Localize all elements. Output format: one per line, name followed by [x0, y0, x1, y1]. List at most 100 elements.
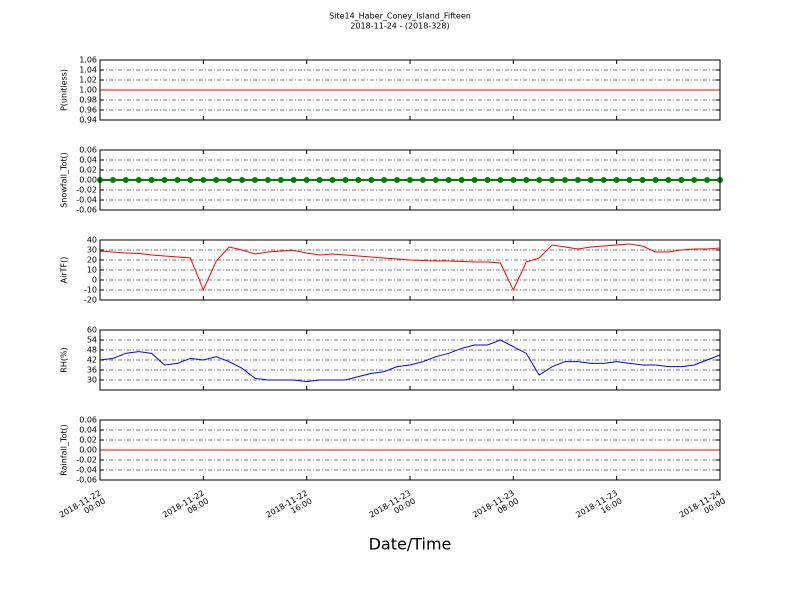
x-tick-label: 2018-11-2200:00	[57, 488, 106, 527]
y-tick-label: 0.06	[79, 416, 97, 425]
data-point	[432, 177, 439, 183]
x-tick-label-group: 2018-11-2316:00	[574, 488, 623, 527]
data-point	[484, 177, 491, 183]
data-point	[549, 177, 556, 183]
data-point	[587, 177, 594, 183]
y-tick-label: 0.02	[79, 166, 97, 175]
y-tick-label: 1.00	[79, 86, 97, 95]
data-point	[407, 177, 413, 183]
x-tick-label-group: 2018-11-2300:00	[367, 488, 416, 527]
plot-frame	[99, 59, 721, 121]
y-tick-label: -0.06	[76, 476, 97, 485]
data-point	[574, 177, 581, 183]
y-tick-label: 42	[87, 356, 97, 365]
data-point	[394, 177, 401, 183]
data-point	[497, 177, 504, 183]
data-point	[303, 177, 310, 183]
x-tick-label-group: 2018-11-2400:00	[677, 488, 726, 527]
data-point	[355, 177, 362, 183]
data-point	[277, 177, 284, 183]
data-point	[161, 177, 168, 183]
x-axis-label: Date/Time	[369, 535, 452, 554]
data-point	[252, 177, 258, 183]
y-tick-label: 0	[92, 276, 97, 285]
y-axis-label: RH(%)	[60, 347, 69, 372]
data-point	[342, 177, 349, 183]
y-tick-label: 10	[87, 266, 97, 275]
y-tick-label: 0.98	[79, 96, 97, 105]
plot-frame	[99, 329, 721, 391]
data-point	[613, 177, 620, 183]
y-tick-label: 54	[87, 336, 97, 345]
y-tick-label: 48	[87, 346, 97, 355]
y-axis-label: P(unitless)	[60, 69, 69, 111]
figure-title: Site14_Haber_Coney_Island_Fifteen	[329, 12, 471, 21]
data-point	[174, 177, 181, 183]
x-tick-label: 2018-11-2316:00	[574, 488, 623, 527]
y-tick-label: -0.06	[76, 206, 97, 215]
y-tick-label: 0.00	[79, 176, 97, 185]
x-tick-label-group: 2018-11-2308:00	[471, 488, 520, 527]
plot-frame	[99, 419, 721, 481]
y-tick-label: 30	[87, 246, 97, 255]
data-point	[510, 177, 517, 183]
data-point	[704, 177, 711, 183]
y-tick-label: -0.04	[76, 196, 97, 205]
x-tick-label-group: 2018-11-2200:00	[57, 488, 106, 527]
data-point	[122, 177, 129, 183]
data-point	[264, 177, 271, 183]
plot-frame	[99, 149, 721, 211]
y-tick-label: 30	[87, 376, 97, 385]
y-tick-label: 1.06	[79, 56, 97, 65]
data-point	[381, 177, 388, 183]
figure-subtitle: 2018-11-24 - (2018-328)	[350, 22, 449, 31]
y-tick-label: -0.02	[76, 456, 97, 465]
data-point	[562, 177, 568, 183]
y-tick-label: -10	[84, 286, 97, 295]
data-point	[600, 177, 607, 183]
data-point	[678, 177, 685, 183]
data-point	[290, 177, 297, 183]
data-point	[329, 177, 336, 183]
y-axis-label: Snowfall_Tot()	[60, 152, 69, 208]
data-point	[419, 177, 426, 183]
y-tick-label: 0.96	[79, 106, 97, 115]
plot-frame	[99, 239, 721, 301]
data-point	[135, 177, 142, 183]
data-point	[536, 177, 543, 183]
data-point	[109, 177, 116, 183]
y-tick-label: 0.02	[79, 436, 97, 445]
data-point	[239, 177, 246, 183]
data-point	[691, 177, 698, 183]
data-point	[187, 177, 194, 183]
x-tick-label: 2018-11-2308:00	[471, 488, 520, 527]
y-tick-label: 0.94	[79, 116, 97, 125]
data-point	[226, 177, 233, 183]
data-point	[471, 177, 478, 183]
y-tick-label: -0.02	[76, 186, 97, 195]
y-tick-label: 40	[87, 236, 97, 245]
y-tick-label: -0.04	[76, 466, 97, 475]
y-tick-label: -20	[84, 296, 97, 305]
x-tick-label-group: 2018-11-2208:00	[161, 488, 210, 527]
y-tick-label: 0.04	[79, 156, 97, 165]
y-tick-label: 20	[87, 256, 97, 265]
x-tick-label: 2018-11-2400:00	[677, 488, 726, 527]
data-point	[316, 177, 323, 183]
y-tick-label: 0.04	[79, 426, 97, 435]
y-tick-label: 1.04	[79, 66, 97, 75]
data-point	[626, 177, 633, 183]
data-point	[665, 177, 672, 183]
data-point	[639, 177, 646, 183]
data-point	[445, 177, 452, 183]
y-axis-label: Rainfall_Tot()	[60, 424, 69, 476]
y-tick-label: 36	[87, 366, 97, 375]
data-point	[368, 177, 375, 183]
y-tick-label: 60	[87, 326, 97, 335]
x-tick-label: 2018-11-2300:00	[367, 488, 416, 527]
x-tick-label: 2018-11-2216:00	[264, 488, 313, 527]
data-point	[148, 177, 155, 183]
x-tick-label: 2018-11-2208:00	[161, 488, 210, 527]
y-tick-label: 0.00	[79, 446, 97, 455]
